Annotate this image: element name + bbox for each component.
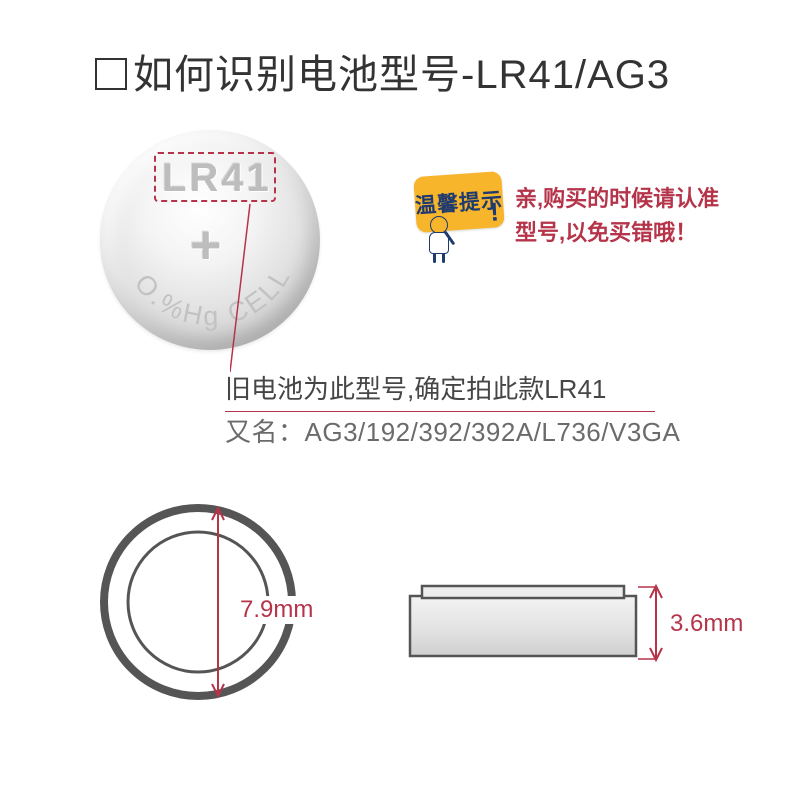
diagram-side-view [408,582,638,666]
tip-text: 亲,购买的时候请认准 型号,以免买错哦！ [515,182,719,250]
title-bullet-box [95,58,127,90]
height-label: 3.6mm [670,610,743,638]
callout-line-1-text: 旧电池为此型号,确定拍此款LR41 [225,374,606,404]
tip-badge-exclam: ! [489,196,501,228]
tip-line-2: 型号,以免买错哦！ [515,220,697,245]
model-highlight-box [154,152,276,202]
svg-text:O.%Hg CELL: O.%Hg CELL [129,261,297,331]
mascot-icon [422,216,456,262]
callout-line-2: 又名：AG3/192/392/392A/L736/V3GA [225,412,680,449]
height-dimension-line [648,584,668,667]
callout-aka-value: AG3/192/392/392A/L736/V3GA [305,417,681,447]
title-text: 如何识别电池型号-LR41/AG3 [133,53,670,97]
callout-line-1: 旧电池为此型号,确定拍此款LR41 [225,369,606,406]
diameter-label: 7.9mm [238,596,315,624]
tip-line-1: 亲,购买的时候请认准 [515,186,719,211]
page-title: 如何识别电池型号-LR41/AG3 [95,42,670,100]
callout-aka-label: 又名： [225,417,305,447]
